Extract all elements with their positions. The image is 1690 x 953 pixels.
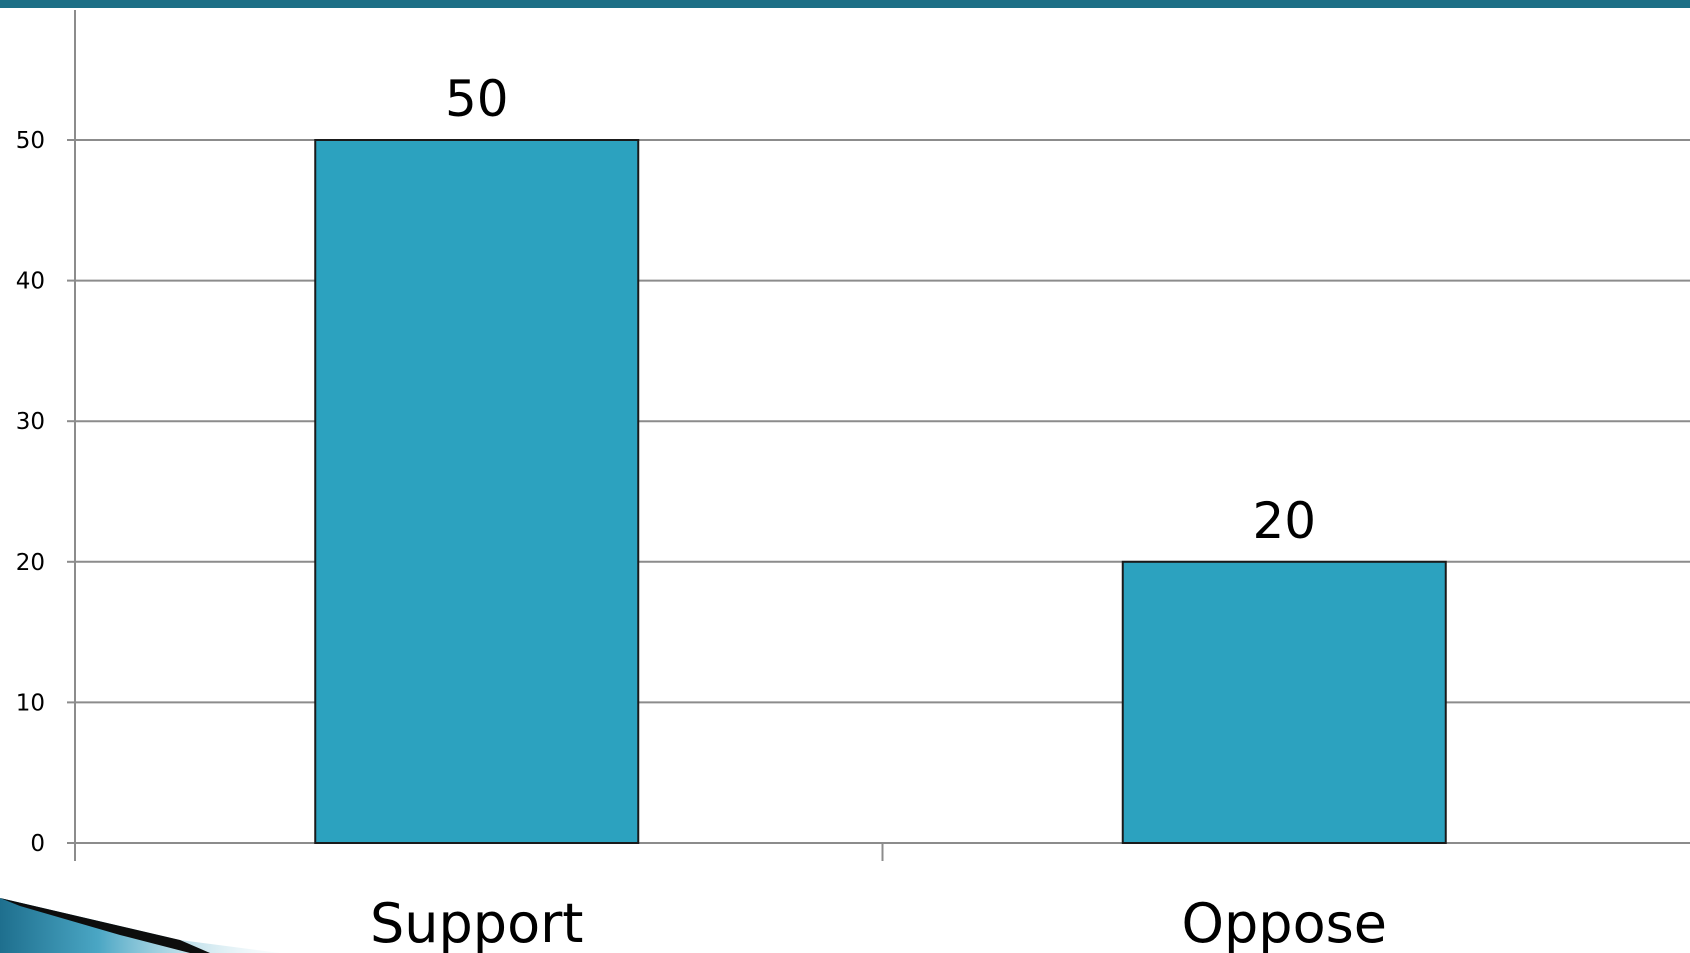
- bar-oppose: [1121, 560, 1447, 844]
- y-tick-label: 0: [30, 831, 45, 857]
- data-labels: 50 20: [445, 70, 1316, 550]
- bar-support: [314, 139, 640, 844]
- y-axis-tick-labels: 0 10 20 30 40 50: [16, 128, 45, 857]
- y-tick-label: 50: [16, 128, 45, 154]
- category-labels: Support Oppose: [370, 892, 1387, 953]
- data-label-support: 50: [445, 70, 509, 128]
- y-tick-label: 20: [16, 550, 45, 576]
- corner-swoosh-decoration: [0, 898, 280, 953]
- data-label-oppose: 20: [1252, 492, 1316, 550]
- category-label-oppose: Oppose: [1182, 892, 1387, 953]
- bars: [314, 139, 1447, 844]
- y-tick-label: 30: [16, 409, 45, 435]
- y-tick-label: 10: [16, 690, 45, 716]
- y-tick-label: 40: [16, 269, 45, 295]
- category-label-support: Support: [370, 892, 583, 953]
- top-rule: [0, 0, 1690, 8]
